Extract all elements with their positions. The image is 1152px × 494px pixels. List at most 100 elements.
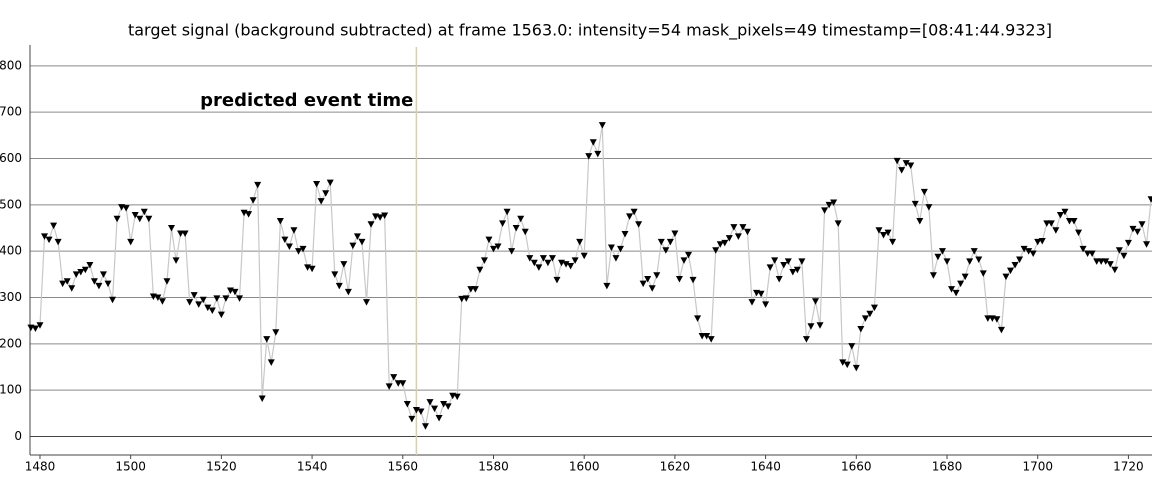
marker	[208, 307, 216, 314]
marker	[743, 228, 751, 236]
marker	[299, 245, 307, 253]
marker	[285, 243, 293, 251]
marker	[925, 204, 933, 211]
marker	[313, 180, 321, 188]
marker	[816, 322, 824, 329]
marker	[880, 231, 888, 239]
marker	[839, 359, 847, 366]
event-label: predicted event time	[200, 90, 413, 111]
marker	[766, 264, 774, 271]
x-tick-label: 1540	[297, 460, 328, 474]
marker	[857, 325, 865, 333]
marker	[1111, 266, 1119, 274]
marker	[1133, 228, 1141, 236]
marker	[1047, 220, 1055, 227]
marker	[1129, 225, 1137, 233]
marker	[236, 295, 244, 302]
marker	[685, 251, 693, 259]
x-tick-label: 1720	[1113, 460, 1144, 474]
marker	[721, 239, 729, 247]
marker	[630, 208, 638, 216]
marker	[136, 215, 144, 223]
marker	[158, 298, 166, 305]
marker	[1034, 238, 1042, 246]
marker	[793, 266, 801, 274]
marker	[444, 403, 452, 410]
marker	[1002, 273, 1010, 281]
marker	[1097, 258, 1105, 265]
marker	[920, 188, 928, 196]
x-tick-label: 1480	[25, 460, 56, 474]
marker	[426, 399, 434, 406]
marker	[99, 271, 107, 278]
marker	[340, 261, 348, 268]
marker	[272, 329, 280, 336]
x-tick-label: 1580	[478, 460, 509, 474]
marker	[730, 224, 738, 231]
marker	[1061, 208, 1069, 216]
marker	[1093, 258, 1101, 265]
marker	[521, 228, 529, 236]
marker	[680, 257, 688, 264]
marker	[811, 298, 819, 305]
marker	[1038, 237, 1046, 245]
marker	[771, 257, 779, 264]
marker	[852, 364, 860, 372]
marker	[1088, 250, 1096, 257]
marker	[245, 211, 253, 218]
y-tick-label: 100	[0, 383, 22, 397]
marker	[145, 215, 153, 223]
marker	[712, 247, 720, 254]
marker	[957, 280, 965, 288]
marker	[594, 150, 602, 158]
marker	[553, 276, 561, 284]
marker	[77, 269, 85, 276]
marker	[916, 218, 924, 225]
x-tick-label: 1620	[660, 460, 691, 474]
marker	[1043, 220, 1051, 227]
marker	[290, 227, 298, 234]
marker	[90, 278, 98, 285]
marker	[417, 408, 425, 415]
marker	[580, 252, 588, 260]
marker	[789, 269, 797, 276]
x-tick-label: 1600	[569, 460, 600, 474]
marker	[68, 285, 76, 292]
marker	[453, 393, 461, 401]
marker	[748, 299, 756, 306]
y-tick-label: 600	[0, 151, 22, 165]
marker	[349, 242, 357, 250]
marker	[408, 415, 416, 423]
marker	[258, 395, 266, 402]
marker	[294, 248, 302, 255]
x-tick-label: 1700	[1022, 460, 1053, 474]
marker	[1147, 196, 1152, 203]
marker	[471, 286, 479, 293]
marker	[961, 273, 969, 281]
marker	[739, 224, 747, 231]
marker	[331, 271, 339, 278]
marker	[662, 247, 670, 254]
marker	[113, 215, 121, 223]
marker	[825, 201, 833, 209]
marker	[172, 257, 180, 264]
marker	[199, 296, 207, 304]
marker	[875, 227, 883, 234]
marker	[431, 405, 439, 413]
marker	[163, 278, 171, 285]
y-tick-label: 200	[0, 336, 22, 350]
marker	[50, 222, 58, 230]
marker	[716, 241, 724, 248]
marker	[140, 208, 148, 216]
marker	[512, 224, 520, 232]
marker	[476, 266, 484, 274]
marker	[975, 256, 983, 263]
marker	[530, 259, 538, 267]
x-tick-label: 1680	[932, 460, 963, 474]
marker	[254, 181, 262, 189]
marker	[585, 153, 593, 160]
marker	[109, 296, 117, 304]
marker	[725, 235, 733, 242]
marker	[526, 255, 534, 262]
